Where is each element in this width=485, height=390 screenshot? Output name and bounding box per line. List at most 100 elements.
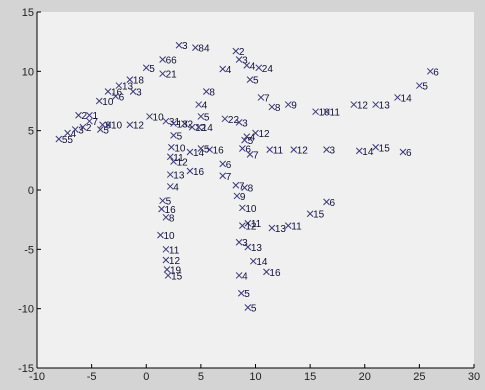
point-label: 10 <box>111 121 123 132</box>
point-label: 55 <box>62 135 74 146</box>
point-label: 3 <box>78 125 84 136</box>
point-label: 10 <box>102 97 114 108</box>
point-marker <box>372 101 380 108</box>
data-point: 10 <box>239 204 257 215</box>
data-point: 10 <box>157 231 175 242</box>
data-point: 11 <box>284 222 302 233</box>
x-tick-label: 30 <box>468 371 480 383</box>
data-point: 15 <box>306 210 325 221</box>
data-point: 5 <box>197 144 210 155</box>
point-marker <box>268 103 276 111</box>
point-marker <box>163 266 171 273</box>
point-marker <box>159 70 166 78</box>
data-point: 16 <box>206 146 224 157</box>
x-tick-label: 20 <box>359 371 371 383</box>
data-point: 3 <box>235 118 248 129</box>
point-marker <box>219 172 227 180</box>
point-label: 3 <box>242 118 248 129</box>
point-marker <box>394 94 401 101</box>
point-marker <box>166 183 174 190</box>
point-marker <box>197 145 205 152</box>
point-marker <box>86 111 93 119</box>
point-label: 2 <box>239 47 245 58</box>
point-marker <box>235 119 243 126</box>
data-point: 12 <box>252 129 271 140</box>
data-point: 4 <box>219 65 232 76</box>
point-marker <box>158 205 165 213</box>
data-point: 10 <box>104 121 123 132</box>
point-marker <box>350 101 358 108</box>
point-label: 84 <box>198 44 210 55</box>
point-label: 10 <box>245 204 257 215</box>
point-label: 15 <box>313 210 325 221</box>
data-point: 13 <box>244 243 263 254</box>
data-point: 6 <box>323 198 336 209</box>
data-point: 8 <box>202 88 215 99</box>
point-marker <box>197 113 205 120</box>
point-marker <box>99 121 106 129</box>
point-label: 13 <box>173 171 185 182</box>
y-tick-label: 15 <box>22 7 34 19</box>
data-point: 7 <box>219 172 232 183</box>
point-label: 1 <box>92 111 98 122</box>
data-point: 12 <box>126 121 144 132</box>
point-marker <box>323 198 330 206</box>
data-point: 16 <box>186 167 205 178</box>
point-marker <box>237 289 245 297</box>
point-marker <box>192 44 199 51</box>
data-point: 16 <box>263 268 281 279</box>
point-label: 13 <box>275 224 287 235</box>
point-label: 22 <box>228 115 240 126</box>
point-label: 16 <box>269 268 281 279</box>
point-marker <box>71 126 79 133</box>
data-point: 7 <box>232 181 245 192</box>
data-point: 5 <box>241 136 254 147</box>
point-label: 8 <box>209 88 215 99</box>
point-marker <box>239 145 246 152</box>
point-label: 11 <box>291 222 302 233</box>
point-label: 3 <box>136 88 142 99</box>
data-point: 21 <box>159 70 177 81</box>
x-tick-label: 10 <box>249 371 261 383</box>
point-label: 13 <box>177 120 189 131</box>
point-marker <box>235 56 243 63</box>
point-marker <box>97 126 104 133</box>
point-label: 12 <box>169 256 181 267</box>
data-point: 3 <box>71 125 84 136</box>
point-label: 2 <box>86 123 92 134</box>
point-label: 5 <box>248 136 254 147</box>
point-label: 10 <box>163 231 175 242</box>
x-tick-label: 15 <box>304 371 316 383</box>
point-marker <box>241 136 248 144</box>
point-label: 6 <box>119 92 125 103</box>
point-marker <box>112 92 120 100</box>
point-marker <box>86 117 93 125</box>
point-marker <box>126 76 134 83</box>
data-point: 8 <box>162 213 175 224</box>
series-3: 10121031212 <box>104 112 207 134</box>
point-label: 13 <box>251 243 263 254</box>
y-tick-label: -10 <box>18 304 34 316</box>
point-label: 8 <box>275 103 281 114</box>
point-marker <box>263 268 270 276</box>
point-label: 12 <box>259 129 271 140</box>
point-marker <box>249 257 257 265</box>
point-label: 14 <box>193 148 205 159</box>
point-marker <box>399 148 407 156</box>
data-point: 15 <box>164 271 183 282</box>
data-point: 5 <box>237 289 250 300</box>
point-marker <box>202 88 210 95</box>
data-point: 5 <box>142 64 155 75</box>
data-point: 12 <box>188 123 207 134</box>
point-marker <box>290 146 298 154</box>
point-marker <box>235 238 243 246</box>
x-tick-label: -5 <box>87 371 97 383</box>
data-point: 14 <box>249 257 268 268</box>
point-label: 6 <box>245 144 251 155</box>
point-label: 11 <box>169 245 180 256</box>
